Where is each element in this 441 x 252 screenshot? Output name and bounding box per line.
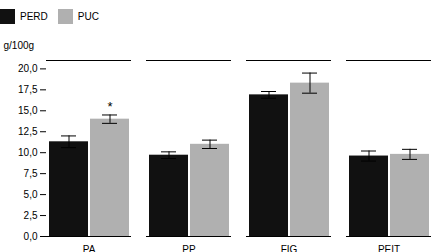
svg-text:5,0: 5,0 bbox=[24, 189, 38, 200]
html-text:PERD: PERD bbox=[20, 11, 48, 22]
svg-text:20,0: 20,0 bbox=[18, 63, 38, 74]
svg-text:17,5: 17,5 bbox=[18, 84, 38, 95]
svg-text:10,0: 10,0 bbox=[18, 147, 38, 158]
svg-text:PA: PA bbox=[83, 244, 96, 252]
svg-text:g/100g: g/100g bbox=[4, 40, 35, 51]
svg-text:7,5: 7,5 bbox=[24, 168, 38, 179]
svg-text:15,0: 15,0 bbox=[18, 105, 38, 116]
svg-text:*: * bbox=[107, 99, 112, 114]
svg-text:FIG: FIG bbox=[281, 244, 298, 252]
svg-text:PEIT: PEIT bbox=[378, 244, 400, 252]
svg-text:12,5: 12,5 bbox=[18, 126, 38, 137]
svg-text:2,5: 2,5 bbox=[24, 210, 38, 221]
svg-text:0,0: 0,0 bbox=[24, 231, 38, 242]
html-text:PUC: PUC bbox=[77, 11, 99, 22]
svg-text:PP: PP bbox=[182, 244, 196, 252]
